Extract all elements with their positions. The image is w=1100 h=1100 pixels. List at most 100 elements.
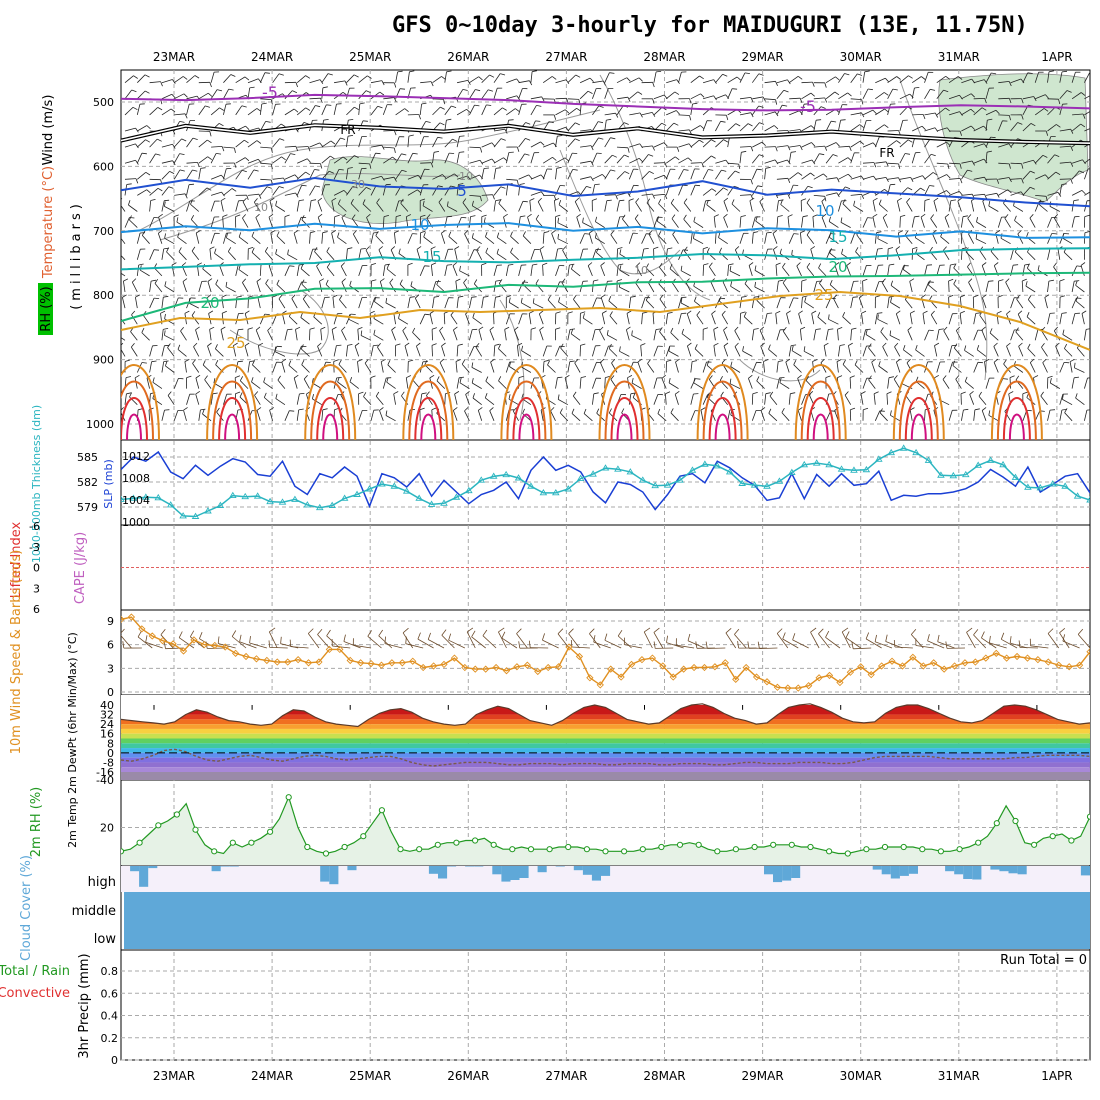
wind-barb-flag [192,169,198,172]
axis-label-millibars: (millibars) [69,200,84,310]
wind-barb-flag [805,376,809,381]
wind-barb-flag [433,151,440,153]
wind-barb-flag [265,121,271,123]
wind-barb-flag [860,391,866,395]
wind-barb [216,411,224,422]
wind-barb [291,298,298,309]
wind-barb [672,282,679,293]
wind-barb-flag [393,391,399,395]
wind-barb [167,347,175,357]
wind-barb-10m-flag [782,632,786,640]
wind-barb-flag [840,119,846,121]
wind-marker [544,663,552,672]
wind-barb-flag [847,92,852,97]
wind-barb-flag [246,195,249,201]
wind-barb [748,265,753,277]
wind-barb-flag [423,232,426,238]
wind-barb [471,382,482,389]
wind-barb [506,108,516,116]
wind-barb [555,346,561,357]
wind-barb-flag [828,314,830,320]
wind-barb [493,73,501,83]
wind-barb [555,265,560,277]
wind-barb-flag [569,360,575,363]
wind-barb [1004,217,1011,228]
wind-barb [407,189,418,196]
wind-barb-flag [749,197,755,202]
wind-barb-flag [791,249,793,255]
wind-barb-10m-flag [737,641,739,649]
slp-marker [589,470,597,477]
wind-barb-flag [652,98,655,104]
wind-barb [988,205,999,212]
wind-barb [751,169,758,180]
slp-marker [1048,480,1057,487]
wind-barb-10m [249,642,267,649]
wind-barb [702,394,708,405]
surface-temp-contour [310,380,351,440]
wind-barb-flag [836,192,840,198]
wind-barb-flag [602,310,607,314]
wind-barb-flag [1076,265,1082,267]
wind-barb [967,218,975,228]
wind-barb [965,251,974,261]
wind-barb-flag [812,214,818,217]
wind-barb [301,348,310,357]
wind-marker [825,671,834,680]
wind-barb-flag [834,91,840,96]
wind-barb-flag [495,167,501,169]
wind-barb-flag [752,392,758,395]
wind-barb [149,153,156,164]
wind-barb [874,313,878,325]
wind-barb-flag [290,153,296,155]
wind-barb-flag [160,310,166,314]
wind-barb [164,206,175,212]
wind-barb [616,105,624,116]
wind-barb [530,71,533,83]
wind-barb [198,139,208,148]
slp-marker [179,512,187,519]
wind-barb [948,76,959,84]
wind-barb-flag [906,198,911,203]
wind-barb-10m [966,632,976,649]
wind-barb [1053,217,1061,228]
wind-barb [801,159,813,164]
wind-barb [555,97,567,100]
cloud-high-bar [211,866,221,872]
wind-barb-flag [719,376,723,381]
wind-barb-flag [928,280,931,286]
temp-tick: 8 [107,737,114,750]
wind-barb-flag [849,146,852,152]
wind-barb [998,189,1008,196]
wind-barb [837,329,839,341]
wind-barb-flag [272,295,278,298]
wind-barb [456,297,459,309]
wind-barb [780,204,790,212]
wind-barb-flag [634,214,639,219]
wind-barb [444,265,448,276]
wind-barb [1022,170,1031,180]
wind-barb [1034,410,1041,421]
wind-barb-flag [430,246,436,250]
wind-barb [235,157,246,164]
wind-barb-flag [349,280,352,286]
wind-barb [641,193,653,196]
wind-barb [985,120,988,132]
wind-barb [641,112,653,116]
wind-barb-flag [402,326,407,331]
surface-temp-contour [598,364,651,440]
wind-barb-flag [750,97,754,103]
wind-barb-flag [404,342,410,347]
wind-barb-flag [551,76,557,80]
date-label-bottom: 1APR [1041,1069,1072,1083]
wind-barb-flag [1061,183,1067,185]
wind-barb-flag [522,408,525,414]
wind-barb-flag [253,198,258,203]
wind-barb [444,138,453,148]
surface-temp-contour [304,364,357,440]
wind-barb [729,383,741,389]
wind-barb-flag [552,156,557,161]
wind-barb [730,366,741,373]
wind-barb-10m-flag [792,633,796,641]
wind-barb-flag [829,279,833,285]
